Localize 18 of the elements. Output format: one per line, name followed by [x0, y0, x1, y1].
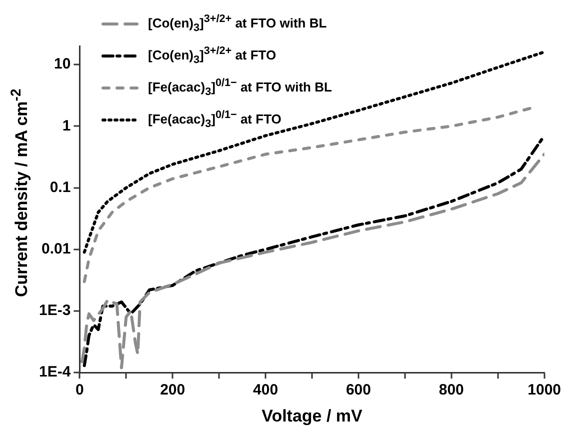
y-tick-label: 10 — [54, 56, 71, 73]
x-tick-label: 200 — [160, 382, 186, 399]
x-tick-label: 0 — [76, 382, 84, 399]
line-series — [82, 106, 534, 284]
legend-label: [Co(en)$_{3}$]$^{3+/2+}$ at FTO with BL — [148, 12, 327, 36]
y-tick-label: 1E-3 — [38, 302, 71, 320]
y-tick-label: 1E-4 — [38, 364, 72, 381]
x-tick-label: 800 — [438, 382, 464, 399]
legend-label: [Fe(acac)$_{3}$]$^{0/1−}$ at FTO — [148, 108, 282, 132]
x-tick-label: 1000 — [528, 382, 562, 399]
y-tick-label: 0.1 — [50, 178, 71, 196]
y-tick-label: 0.01 — [41, 240, 71, 258]
legend-label: [Fe(acac)$_{3}$]$^{0/1−}$ at FTO with BL — [148, 76, 332, 100]
x-tick-label: 600 — [346, 382, 371, 399]
x-axis-title: Voltage / mV — [262, 406, 364, 426]
y-tick-label: 1 — [62, 117, 71, 134]
x-tick-label: 400 — [253, 382, 278, 399]
legend-label: [Co(en)$_{3}$]$^{3+/2+}$ at FTO — [148, 44, 276, 68]
